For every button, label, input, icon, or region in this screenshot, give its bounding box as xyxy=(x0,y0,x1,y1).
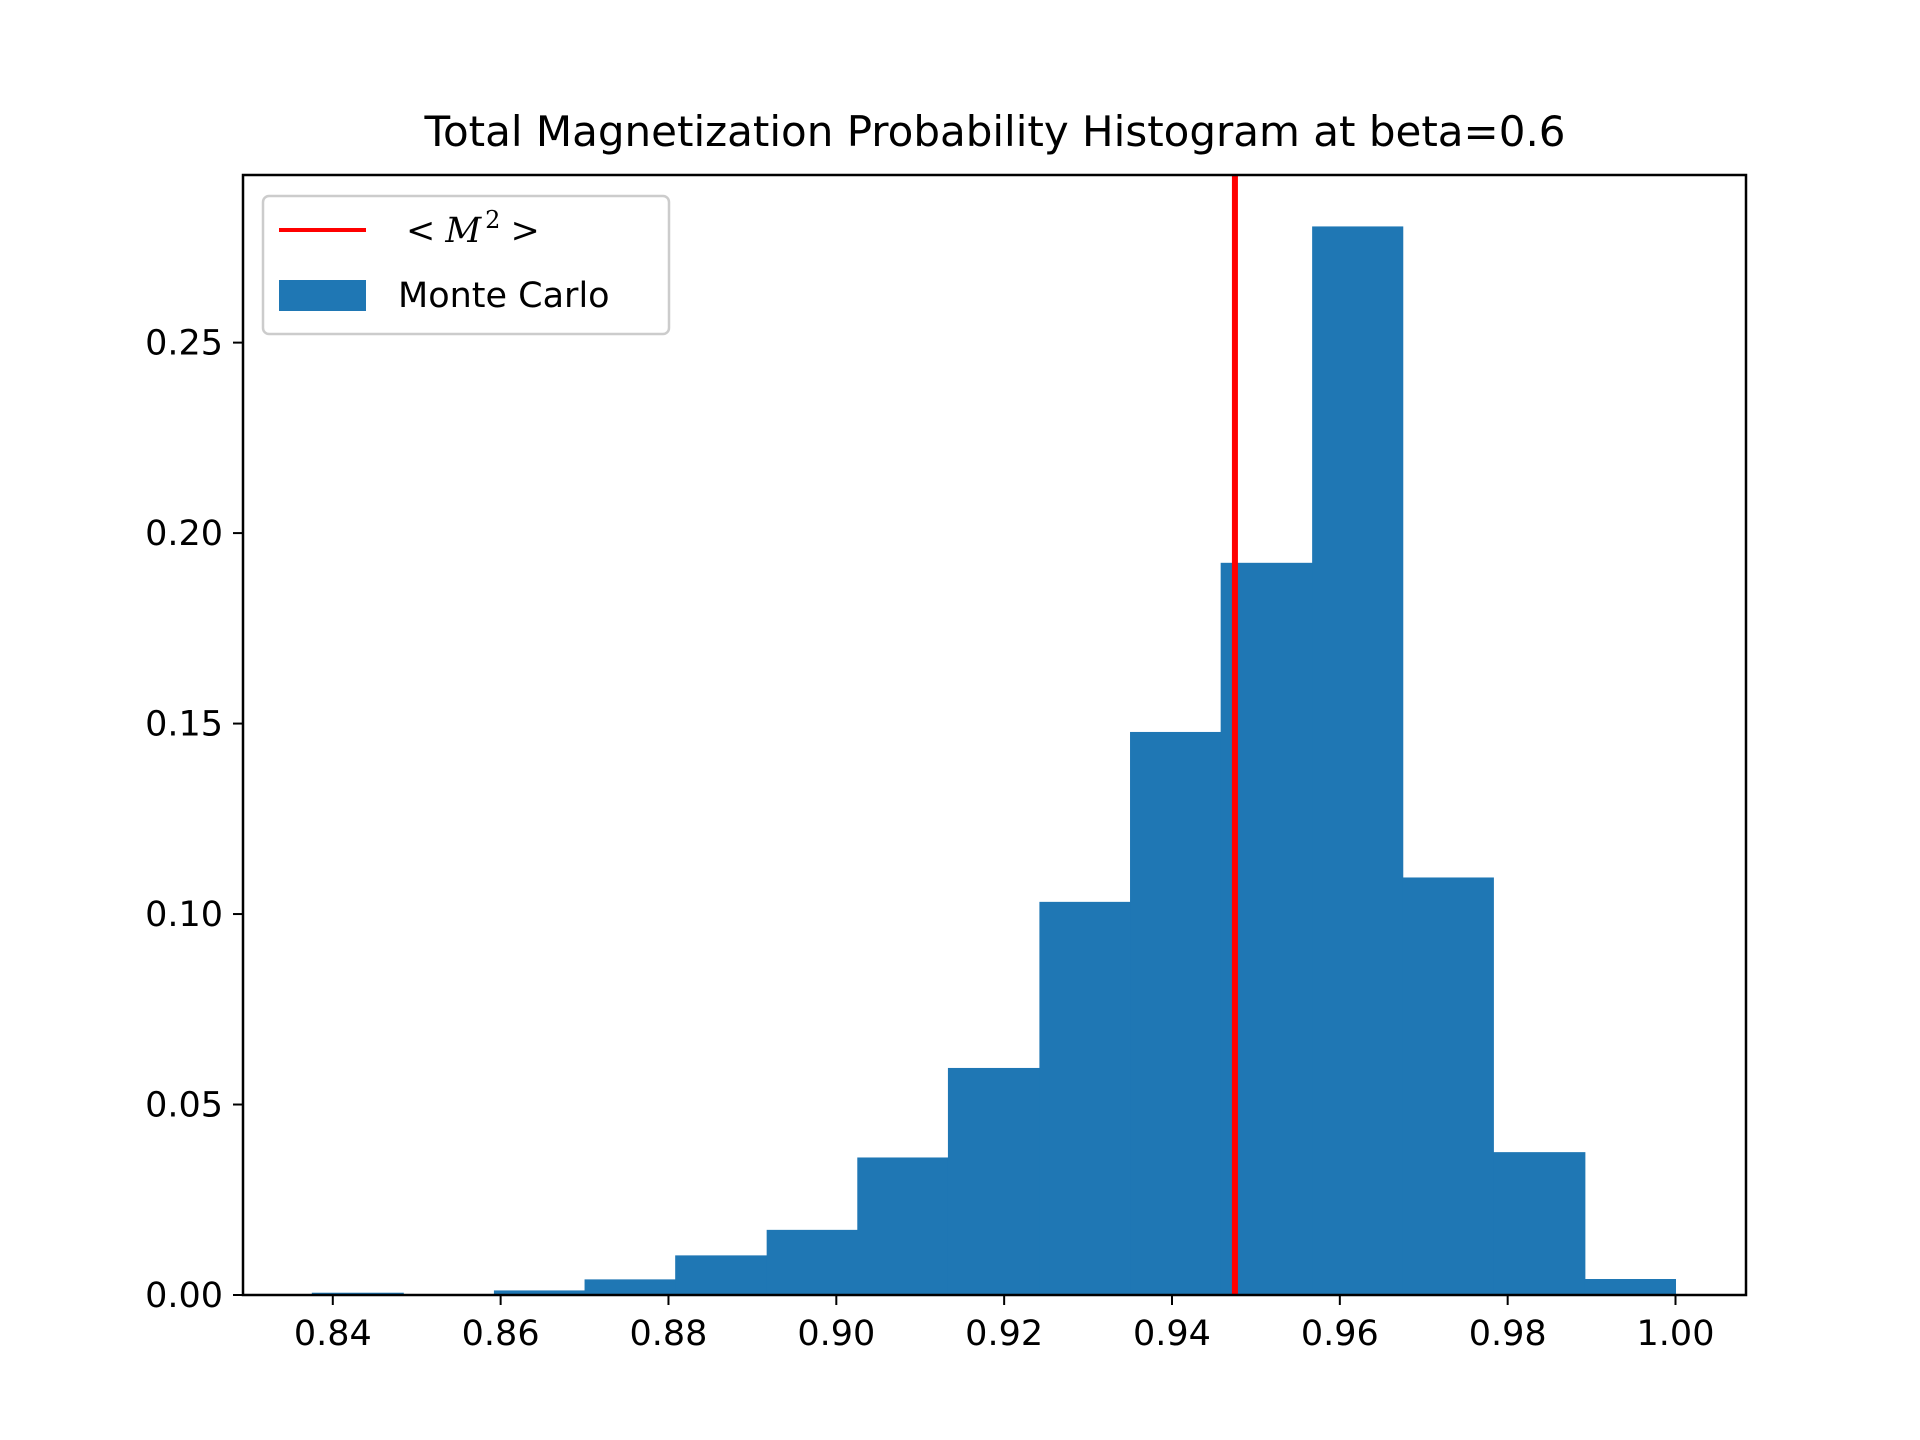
histogram-bar xyxy=(857,1157,949,1295)
x-tick-label: 0.88 xyxy=(630,1314,708,1354)
histogram-bar xyxy=(1584,1279,1677,1295)
legend-label-monte-carlo: Monte Carlo xyxy=(398,276,610,316)
histogram-bar xyxy=(1402,877,1494,1295)
y-tick-label: 0.25 xyxy=(145,324,223,364)
y-tick-label: 0.00 xyxy=(145,1276,223,1316)
histogram-bar xyxy=(675,1255,768,1295)
histogram-bar xyxy=(1312,226,1404,1295)
x-tick-label: 0.96 xyxy=(1301,1314,1379,1354)
histogram-bar xyxy=(584,1279,676,1295)
histogram-bar xyxy=(493,1290,586,1295)
y-tick-label: 0.20 xyxy=(145,514,223,554)
legend: < M 2 > Monte Carlo xyxy=(261,194,671,336)
histogram-bar xyxy=(766,1229,858,1295)
histogram-bars xyxy=(311,226,1677,1295)
plot-frame xyxy=(241,173,1748,1297)
legend-patch-swatch xyxy=(279,280,366,311)
legend-label-m2-right: > xyxy=(510,211,539,251)
histogram-bar xyxy=(1493,1152,1586,1295)
x-tick-label: 0.92 xyxy=(965,1314,1043,1354)
histogram-bar xyxy=(947,1067,1040,1295)
x-tick-label: 0.94 xyxy=(1133,1314,1211,1354)
x-tick-label: 0.90 xyxy=(797,1314,875,1354)
legend-label-m2-sup: 2 xyxy=(485,206,500,234)
x-axis: 0.84 0.86 0.88 0.90 0.92 0.94 0.96 0.98 1.00 xyxy=(294,1295,1715,1354)
x-tick-label: 0.86 xyxy=(462,1314,540,1354)
chart-title: Total Magnetization Probability Histogra… xyxy=(423,107,1565,156)
y-tick-label: 0.05 xyxy=(145,1086,223,1126)
y-axis: 0.00 0.05 0.10 0.15 0.20 0.25 xyxy=(145,324,243,1316)
x-tick-label: 0.98 xyxy=(1469,1314,1547,1354)
histogram-bar xyxy=(1039,901,1131,1295)
legend-label-m2-var: M xyxy=(444,211,482,251)
y-tick-label: 0.15 xyxy=(145,705,223,745)
legend-label-m2: < M 2 > xyxy=(406,206,540,251)
histogram-bar xyxy=(1130,731,1222,1295)
x-tick-label: 0.84 xyxy=(294,1314,372,1354)
y-tick-label: 0.10 xyxy=(145,895,223,935)
x-tick-label: 1.00 xyxy=(1637,1314,1715,1354)
legend-label-m2-left: < xyxy=(406,211,435,251)
